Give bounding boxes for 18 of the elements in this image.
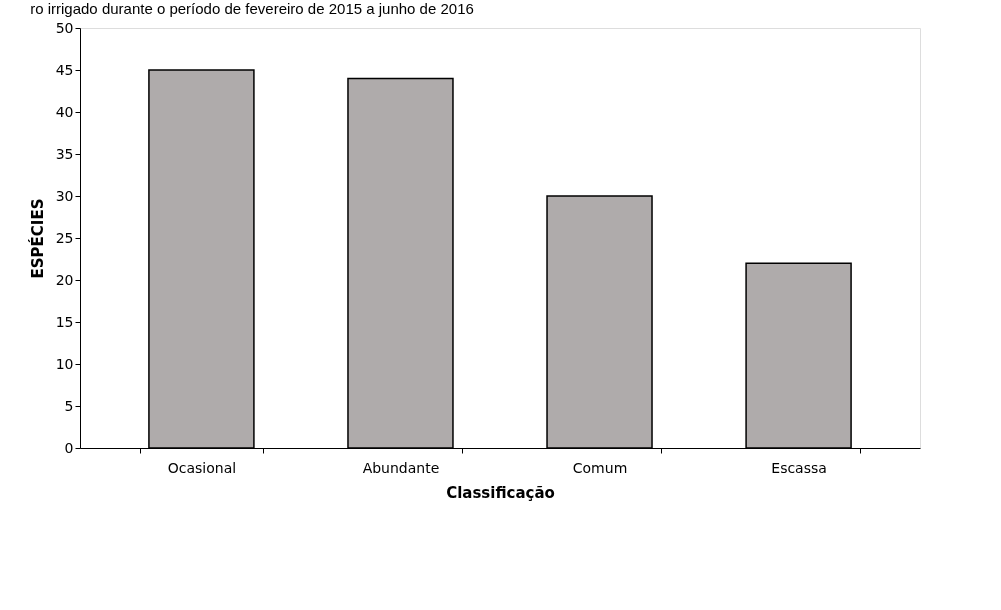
- y-tick-label: 50: [55, 19, 74, 36]
- chart-title: ro irrigado durante o período de fevereiro de 2015 a junho de 2016: [30, 0, 474, 17]
- y-tick-label: 5: [64, 397, 74, 414]
- y-tick-label: 45: [55, 61, 74, 78]
- y-tick-label: 30: [55, 187, 74, 204]
- x-tick-label: Comum: [572, 459, 628, 476]
- y-axis-title: ESPÉCIES: [27, 198, 47, 279]
- y-tick-label: 10: [55, 355, 74, 372]
- y-tick-label: 35: [55, 145, 74, 162]
- y-tick-label: 15: [55, 313, 74, 330]
- y-tick-label: 20: [55, 271, 74, 288]
- y-tick-label: 25: [55, 229, 74, 246]
- x-axis-title: Classificação: [446, 483, 555, 502]
- x-tick-label: Ocasional: [167, 459, 237, 476]
- x-tick-label: Abundante: [362, 459, 440, 476]
- y-tick-label: 0: [64, 439, 74, 456]
- y-tick-label: 40: [55, 103, 74, 120]
- x-tick-label: Escassa: [771, 459, 827, 476]
